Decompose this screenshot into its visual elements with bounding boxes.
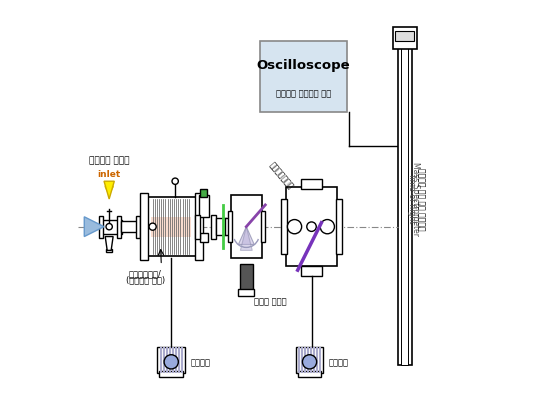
FancyBboxPatch shape xyxy=(225,218,230,235)
Polygon shape xyxy=(84,217,104,236)
FancyBboxPatch shape xyxy=(240,264,253,290)
Circle shape xyxy=(302,355,317,369)
FancyBboxPatch shape xyxy=(393,27,417,49)
Circle shape xyxy=(149,223,156,230)
Text: 공기역확렌즈/: 공기역확렌즈/ xyxy=(129,269,162,278)
FancyBboxPatch shape xyxy=(121,221,137,232)
FancyBboxPatch shape xyxy=(238,289,254,296)
Circle shape xyxy=(287,220,301,234)
FancyBboxPatch shape xyxy=(398,29,411,365)
FancyBboxPatch shape xyxy=(216,218,226,235)
FancyBboxPatch shape xyxy=(286,187,337,266)
FancyBboxPatch shape xyxy=(298,371,322,377)
FancyBboxPatch shape xyxy=(395,31,415,41)
FancyBboxPatch shape xyxy=(231,195,262,258)
FancyBboxPatch shape xyxy=(228,211,232,242)
FancyBboxPatch shape xyxy=(260,41,347,112)
FancyBboxPatch shape xyxy=(281,199,287,254)
Text: inlet: inlet xyxy=(97,170,121,179)
Circle shape xyxy=(307,222,316,231)
FancyBboxPatch shape xyxy=(146,197,197,256)
Circle shape xyxy=(106,224,112,230)
FancyBboxPatch shape xyxy=(200,232,208,242)
Polygon shape xyxy=(240,227,252,250)
Text: Oscilloscope: Oscilloscope xyxy=(257,59,350,72)
Circle shape xyxy=(320,220,335,234)
Polygon shape xyxy=(104,181,114,199)
FancyBboxPatch shape xyxy=(106,249,112,252)
Text: 연속발진레이저: 연속발진레이저 xyxy=(267,160,295,191)
Text: (미세먼지 집속): (미세먼지 집속) xyxy=(126,275,165,284)
FancyBboxPatch shape xyxy=(301,179,322,189)
FancyBboxPatch shape xyxy=(151,217,191,236)
FancyBboxPatch shape xyxy=(195,215,200,238)
Text: 터보펌프: 터보펌프 xyxy=(329,359,349,367)
Circle shape xyxy=(164,355,178,369)
Text: 산란광 검출기: 산란광 검출기 xyxy=(254,297,287,306)
Text: Time-of-flight: Time-of-flight xyxy=(406,173,416,225)
FancyBboxPatch shape xyxy=(401,29,408,365)
FancyBboxPatch shape xyxy=(157,347,185,373)
FancyBboxPatch shape xyxy=(199,195,209,217)
Circle shape xyxy=(172,178,178,184)
Text: 터보펌프: 터보펌프 xyxy=(190,359,210,367)
FancyBboxPatch shape xyxy=(100,220,122,234)
Text: 전기신호 모니터링 장치: 전기신호 모니터링 장치 xyxy=(276,90,331,99)
FancyBboxPatch shape xyxy=(261,211,265,242)
FancyBboxPatch shape xyxy=(195,193,203,260)
FancyBboxPatch shape xyxy=(117,216,121,238)
Text: 미세먼지 유입부: 미세먼지 유입부 xyxy=(89,156,129,166)
Polygon shape xyxy=(105,236,113,250)
FancyBboxPatch shape xyxy=(135,216,140,238)
FancyBboxPatch shape xyxy=(301,266,322,276)
Text: Mass Spectrometer: Mass Spectrometer xyxy=(411,162,419,236)
FancyBboxPatch shape xyxy=(200,189,207,197)
FancyBboxPatch shape xyxy=(140,193,147,260)
FancyBboxPatch shape xyxy=(336,199,342,254)
FancyBboxPatch shape xyxy=(211,215,216,238)
Polygon shape xyxy=(238,227,254,244)
Text: 비행시간 이온 질량 분석장치: 비행시간 이온 질량 분석장치 xyxy=(417,168,426,230)
FancyBboxPatch shape xyxy=(100,216,103,238)
FancyBboxPatch shape xyxy=(296,347,323,373)
FancyBboxPatch shape xyxy=(159,371,183,377)
